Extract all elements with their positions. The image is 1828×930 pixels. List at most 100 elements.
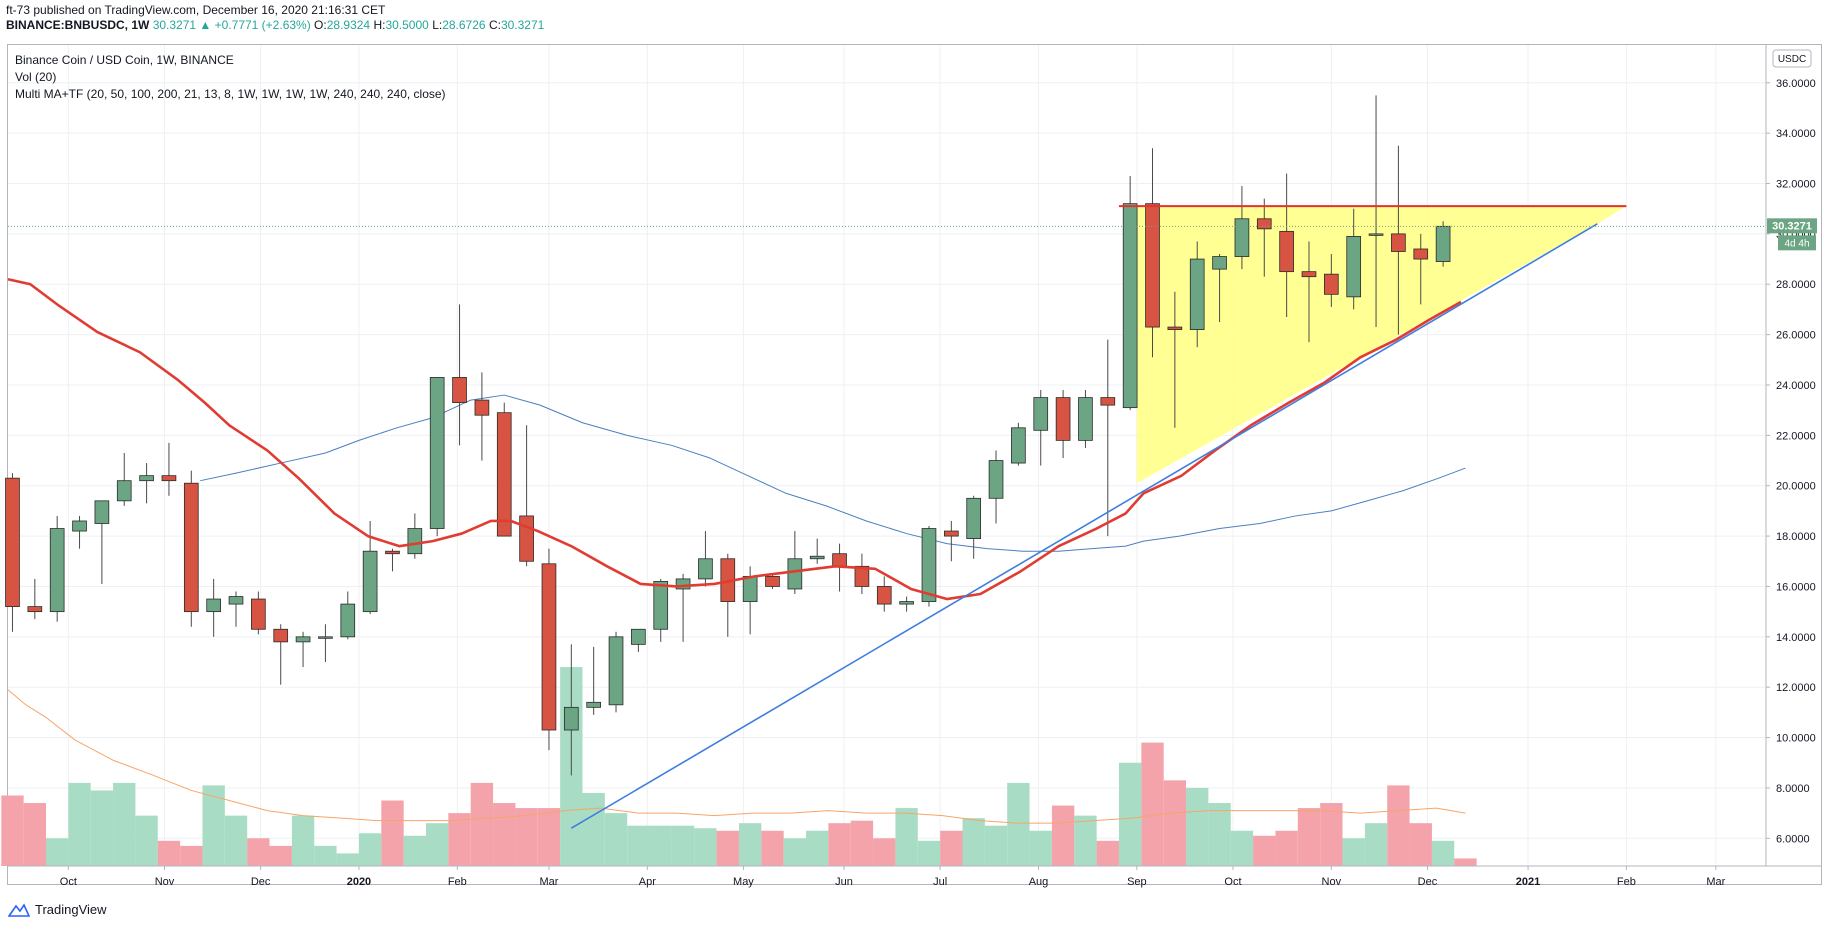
volume-bar xyxy=(1,795,24,866)
legend-title: Binance Coin / USD Coin, 1W, BINANCE xyxy=(15,53,234,67)
candle xyxy=(1256,198,1272,277)
candle xyxy=(496,402,512,537)
candle-body xyxy=(139,475,154,482)
candle-body xyxy=(5,477,20,608)
x-tick-label: 2020 xyxy=(347,876,371,888)
volume-bar xyxy=(1297,808,1321,866)
volume-bar xyxy=(917,840,941,866)
currency-badge: USDC xyxy=(1772,49,1812,68)
volume-bar xyxy=(46,838,69,866)
candle xyxy=(720,553,736,637)
candle xyxy=(1033,390,1049,466)
volume-bar xyxy=(828,823,851,866)
ohlc-line: BINANCE:BNBUSDC, 1W 30.3271 ▲ +0.7771 (+… xyxy=(6,18,544,33)
candle xyxy=(675,573,691,642)
x-tick-label: Mar xyxy=(1706,876,1725,888)
volume-bar xyxy=(940,830,963,866)
y-tick-label: 24.0000 xyxy=(1776,380,1816,392)
candle-body xyxy=(876,586,892,605)
volume-bar xyxy=(381,800,404,866)
candle-body xyxy=(966,497,982,540)
volume-bar xyxy=(493,803,516,866)
y-tick-label: 8.0000 xyxy=(1776,783,1810,795)
y-tick-label: 22.0000 xyxy=(1776,430,1816,442)
volume-bar xyxy=(1029,830,1052,866)
volume-bar xyxy=(873,838,896,866)
legend-ma: Multi MA+TF (20, 50, 100, 200, 21, 13, 8… xyxy=(15,87,446,101)
candle-body xyxy=(832,553,847,567)
candle-body xyxy=(809,555,825,560)
candle xyxy=(608,631,624,713)
volume-bar xyxy=(1320,803,1343,866)
candle-body xyxy=(899,601,914,605)
candle xyxy=(1100,339,1116,537)
y-tick-label: 26.0000 xyxy=(1776,330,1816,342)
volume-bar xyxy=(1208,803,1231,866)
triangle-pattern xyxy=(1136,206,1627,484)
candle xyxy=(1167,291,1183,428)
last-price-badge: 30.3271 4d 4h xyxy=(1767,218,1817,251)
candle xyxy=(586,646,601,715)
x-tick-label: Oct xyxy=(60,876,77,888)
candle xyxy=(116,452,132,506)
volume-bar xyxy=(649,825,672,866)
low-value: 28.6726 xyxy=(442,18,486,32)
candle-body xyxy=(116,480,132,502)
x-tick-label: Apr xyxy=(639,876,656,888)
candle xyxy=(94,500,110,584)
volume-bar xyxy=(806,830,829,866)
candle-body xyxy=(228,596,244,605)
volume-bar xyxy=(1051,805,1075,866)
candle xyxy=(988,450,1004,524)
candle xyxy=(1011,422,1026,466)
candle-body xyxy=(1122,203,1138,409)
chart-legend: Binance Coin / USD Coin, 1W, BINANCE Vol… xyxy=(15,52,446,103)
candle xyxy=(161,442,177,496)
x-tick-label: May xyxy=(733,876,754,888)
candle-body xyxy=(1346,235,1362,298)
volume-bar xyxy=(314,845,337,866)
candle-body xyxy=(27,606,43,613)
volume-bar xyxy=(627,825,650,866)
countdown-badge-label: 4d 4h xyxy=(1784,238,1809,249)
volume-bar xyxy=(358,833,382,866)
uptrend-line xyxy=(570,223,1598,829)
candle xyxy=(698,531,713,587)
volume-bar xyxy=(113,782,136,866)
legend-volume: Vol (20) xyxy=(15,70,57,84)
currency-badge-label: USDC xyxy=(1778,54,1806,65)
candle xyxy=(474,372,490,461)
candle-body xyxy=(519,515,534,562)
candle xyxy=(1391,145,1406,335)
y-tick-label: 28.0000 xyxy=(1776,279,1816,291)
candle xyxy=(1122,175,1138,411)
x-tick-label: Jun xyxy=(835,876,853,888)
candle xyxy=(206,578,221,637)
candle-body xyxy=(72,520,87,532)
volume-bar xyxy=(1364,823,1388,866)
volume-bar xyxy=(180,845,203,866)
candle xyxy=(340,591,356,640)
volume-bar xyxy=(135,815,158,866)
candle xyxy=(1368,95,1384,328)
volume-bar xyxy=(850,820,874,866)
candle xyxy=(921,526,937,607)
candle xyxy=(809,538,825,564)
price-chart[interactable]: 6.0000 8.0000 10.0000 12.0000 14.0000 16.0000… xyxy=(0,0,1828,900)
last-price-badge-label: 30.3271 xyxy=(1772,220,1812,232)
y-tick-label: 6.0000 xyxy=(1776,833,1810,845)
candle-body xyxy=(1413,248,1429,260)
candle xyxy=(899,596,914,612)
footer-brand[interactable]: TradingView xyxy=(8,902,107,917)
volume-bar xyxy=(1007,782,1030,866)
candle-body xyxy=(474,399,490,416)
candle-body xyxy=(943,530,959,537)
candle xyxy=(541,548,557,751)
x-tick-label: 2021 xyxy=(1516,876,1540,888)
close-label: C: xyxy=(488,18,501,32)
low-label: L: xyxy=(432,18,443,32)
candle xyxy=(1301,241,1317,343)
candle xyxy=(251,591,266,635)
candle-body xyxy=(854,565,870,587)
candle-body xyxy=(161,475,177,482)
